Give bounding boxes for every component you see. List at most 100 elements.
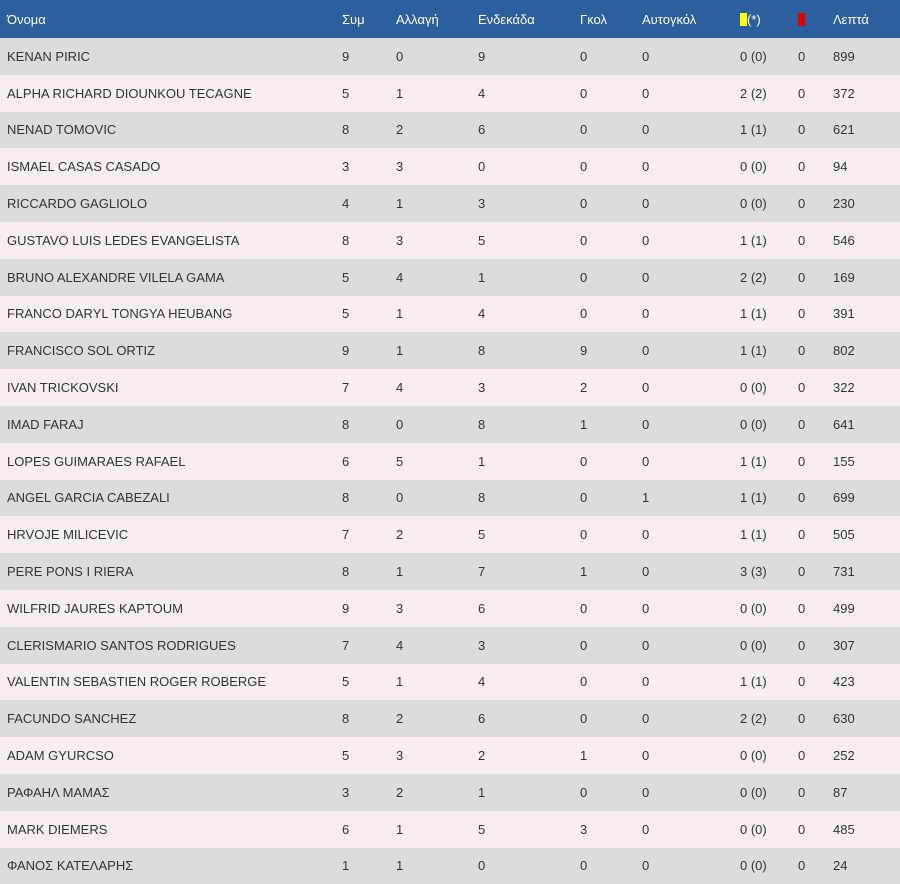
cell-apps: 6 bbox=[342, 821, 350, 837]
table-row: HRVOJE MILICEVIC 7 2 5 0 0 1 (1) 0 505 bbox=[0, 516, 900, 554]
cell-name[interactable]: FACUNDO SANCHEZ bbox=[7, 711, 137, 727]
cell-yellow-cards: 1 (1) bbox=[740, 674, 767, 690]
cell-name[interactable]: FRANCISCO SOL ORTIZ bbox=[7, 343, 156, 359]
cell-starts: 1 bbox=[478, 784, 486, 800]
cell-subs: 4 bbox=[396, 380, 404, 396]
cell-red-cards: 0 bbox=[798, 858, 806, 874]
cell-apps: 8 bbox=[342, 564, 350, 580]
cell-own-goals: 0 bbox=[642, 600, 650, 616]
cell-subs: 1 bbox=[396, 858, 404, 874]
cell-subs: 4 bbox=[396, 269, 404, 285]
cell-starts: 8 bbox=[478, 343, 486, 359]
table-row: ΡΑΦΑΗΛ ΜΑΜΑΣ 3 2 1 0 0 0 (0) 0 87 bbox=[0, 773, 900, 811]
cell-yellow-cards: 1 (1) bbox=[740, 453, 767, 469]
cell-yellow-cards: 0 (0) bbox=[740, 196, 767, 212]
cell-name[interactable]: NENAD TOMOVIC bbox=[7, 122, 117, 138]
cell-yellow-cards: 0 (0) bbox=[740, 858, 767, 874]
cell-own-goals: 0 bbox=[642, 306, 650, 322]
cell-red-cards: 0 bbox=[798, 380, 806, 396]
cell-goals: 0 bbox=[580, 159, 588, 175]
cell-subs: 2 bbox=[396, 784, 404, 800]
cell-name[interactable]: BRUNO ALEXANDRE VILELA GAMA bbox=[7, 269, 225, 285]
cell-name[interactable]: ΦΑΝΟΣ ΚΑΤΕΛΑΡΗΣ bbox=[7, 858, 134, 874]
cell-subs: 1 bbox=[396, 343, 404, 359]
column-header-own-goals[interactable]: Αυτογκόλ bbox=[642, 11, 697, 27]
cell-name[interactable]: GUSTAVO LUIS LEDES EVANGELISTA bbox=[7, 232, 240, 248]
cell-yellow-cards: 0 (0) bbox=[740, 416, 767, 432]
cell-red-cards: 0 bbox=[798, 85, 806, 101]
cell-minutes: 169 bbox=[833, 269, 855, 285]
cell-name[interactable]: ADAM GYURCSO bbox=[7, 748, 114, 764]
cell-own-goals: 0 bbox=[642, 343, 650, 359]
column-header-goals[interactable]: Γκολ bbox=[580, 11, 607, 27]
cell-minutes: 155 bbox=[833, 453, 855, 469]
cell-subs: 1 bbox=[396, 306, 404, 322]
cell-yellow-cards: 0 (0) bbox=[740, 380, 767, 396]
column-header-starts[interactable]: Ενδεκάδα bbox=[478, 11, 535, 27]
cell-subs: 3 bbox=[396, 232, 404, 248]
cell-name[interactable]: KENAN PIRIC bbox=[7, 48, 91, 64]
column-header-subs[interactable]: Αλλαγή bbox=[396, 11, 439, 27]
cell-name[interactable]: RICCARDO GAGLIOLO bbox=[7, 196, 148, 212]
cell-red-cards: 0 bbox=[798, 821, 806, 837]
cell-name[interactable]: CLERISMARIO SANTOS RODRIGUES bbox=[7, 637, 236, 653]
cell-red-cards: 0 bbox=[798, 122, 806, 138]
cell-name[interactable]: HRVOJE MILICEVIC bbox=[7, 527, 129, 543]
cell-name[interactable]: WILFRID JAURES KAPTOUM bbox=[7, 600, 184, 616]
column-header-name[interactable]: Όνομα bbox=[7, 11, 46, 27]
cell-red-cards: 0 bbox=[798, 416, 806, 432]
red-card-icon bbox=[798, 12, 805, 26]
cell-own-goals: 0 bbox=[642, 85, 650, 101]
cell-name[interactable]: ALPHA RICHARD DIOUNKOU TECAGNE bbox=[7, 85, 252, 101]
cell-subs: 1 bbox=[396, 564, 404, 580]
cell-yellow-cards: 0 (0) bbox=[740, 784, 767, 800]
column-header-apps[interactable]: Συμ bbox=[342, 11, 365, 27]
cell-apps: 1 bbox=[342, 858, 350, 874]
table-row: FACUNDO SANCHEZ 8 2 6 0 0 2 (2) 0 630 bbox=[0, 700, 900, 738]
cell-goals: 1 bbox=[580, 416, 588, 432]
cell-starts: 3 bbox=[478, 380, 486, 396]
cell-name[interactable]: ANGEL GARCIA CABEZALI bbox=[7, 490, 170, 506]
table-row: NENAD TOMOVIC 8 2 6 0 0 1 (1) 0 621 bbox=[0, 111, 900, 149]
cell-name[interactable]: MARK DIEMERS bbox=[7, 821, 108, 837]
cell-own-goals: 0 bbox=[642, 48, 650, 64]
table-row: RICCARDO GAGLIOLO 4 1 3 0 0 0 (0) 0 230 bbox=[0, 185, 900, 222]
cell-yellow-cards: 1 (1) bbox=[740, 527, 767, 543]
cell-yellow-cards: 3 (3) bbox=[740, 564, 767, 580]
cell-own-goals: 0 bbox=[642, 784, 650, 800]
cell-subs: 1 bbox=[396, 821, 404, 837]
table-row: ADAM GYURCSO 5 3 2 1 0 0 (0) 0 252 bbox=[0, 737, 900, 774]
cell-name[interactable]: IVAN TRICKOVSKI bbox=[7, 380, 119, 396]
cell-own-goals: 0 bbox=[642, 858, 650, 874]
cell-name[interactable]: PERE PONS I RIERA bbox=[7, 564, 134, 580]
cell-subs: 5 bbox=[396, 453, 404, 469]
cell-apps: 8 bbox=[342, 232, 350, 248]
cell-own-goals: 0 bbox=[642, 416, 650, 432]
cell-subs: 1 bbox=[396, 196, 404, 212]
cell-starts: 5 bbox=[478, 821, 486, 837]
cell-subs: 0 bbox=[396, 48, 404, 64]
cell-red-cards: 0 bbox=[798, 784, 806, 800]
cell-name[interactable]: ISMAEL CASAS CASADO bbox=[7, 159, 161, 175]
cell-name[interactable]: LOPES GUIMARAES RAFAEL bbox=[7, 453, 186, 469]
cell-subs: 3 bbox=[396, 748, 404, 764]
column-header-red-cards[interactable] bbox=[798, 0, 833, 38]
cell-starts: 7 bbox=[478, 564, 486, 580]
table-row: WILFRID JAURES KAPTOUM 9 3 6 0 0 0 (0) 0 499 bbox=[0, 589, 900, 627]
column-header-yellow-cards[interactable]: (*) bbox=[740, 0, 798, 38]
cell-red-cards: 0 bbox=[798, 269, 806, 285]
cell-own-goals: 0 bbox=[642, 196, 650, 212]
table-row: FRANCISCO SOL ORTIZ 9 1 8 9 0 1 (1) 0 802 bbox=[0, 332, 900, 370]
table-row: MARK DIEMERS 6 1 5 3 0 0 (0) 0 485 bbox=[0, 810, 900, 848]
cell-red-cards: 0 bbox=[798, 343, 806, 359]
cell-own-goals: 0 bbox=[642, 122, 650, 138]
column-header-minutes[interactable]: Λεπτά bbox=[833, 11, 869, 27]
cell-yellow-cards: 0 (0) bbox=[740, 600, 767, 616]
cell-name[interactable]: IMAD FARAJ bbox=[7, 416, 84, 432]
cell-name[interactable]: ΡΑΦΑΗΛ ΜΑΜΑΣ bbox=[7, 784, 110, 800]
cell-goals: 9 bbox=[580, 343, 588, 359]
yellow-suffix: (*) bbox=[747, 11, 761, 27]
cell-name[interactable]: FRANCO DARYL TONGYA HEUBANG bbox=[7, 306, 233, 322]
cell-minutes: 731 bbox=[833, 564, 855, 580]
cell-name[interactable]: VALENTIN SEBASTIEN ROGER ROBERGE bbox=[7, 674, 267, 690]
